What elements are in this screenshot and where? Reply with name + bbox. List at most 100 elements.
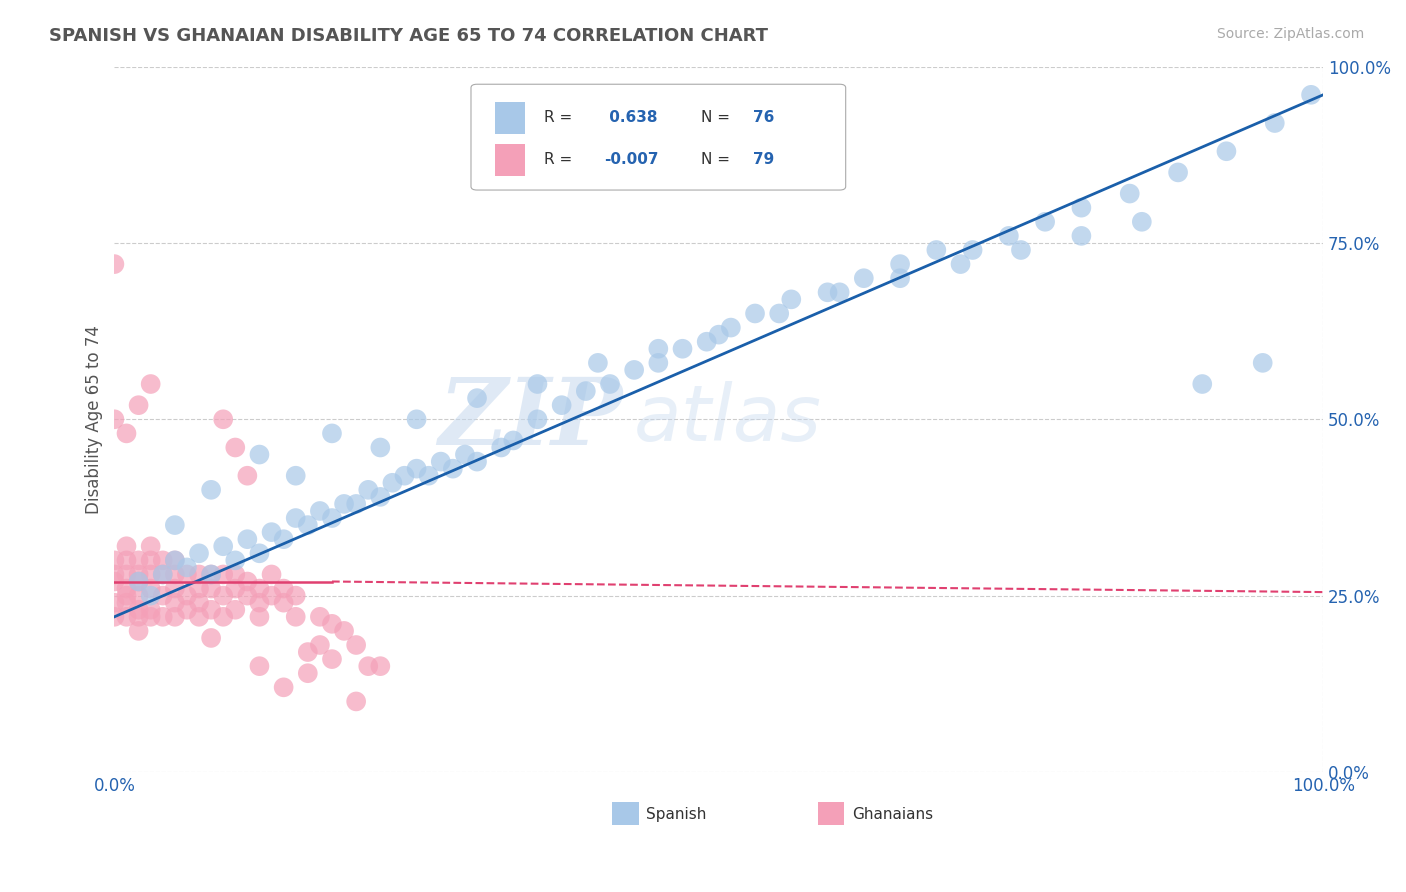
- Point: [128, 574, 150, 589]
- Point: [249, 448, 271, 462]
- Point: [249, 546, 271, 560]
- Point: [671, 342, 693, 356]
- Point: [103, 553, 125, 567]
- Point: [586, 356, 609, 370]
- Point: [333, 624, 356, 638]
- Point: [768, 306, 790, 320]
- Point: [454, 448, 477, 462]
- Point: [236, 589, 259, 603]
- Point: [284, 609, 307, 624]
- Point: [115, 609, 138, 624]
- Point: [489, 441, 512, 455]
- Point: [139, 582, 162, 596]
- Bar: [495, 102, 526, 134]
- Point: [405, 412, 427, 426]
- Point: [139, 589, 162, 603]
- Point: [321, 616, 343, 631]
- Point: [236, 532, 259, 546]
- Point: [1010, 243, 1032, 257]
- Point: [139, 377, 162, 392]
- Point: [647, 342, 669, 356]
- Text: N =: N =: [700, 153, 734, 167]
- Point: [370, 659, 392, 673]
- Point: [502, 434, 524, 448]
- Point: [1167, 165, 1189, 179]
- Point: [212, 539, 235, 553]
- Point: [720, 320, 742, 334]
- Text: Source: ZipAtlas.com: Source: ZipAtlas.com: [1216, 27, 1364, 41]
- Point: [828, 285, 851, 300]
- Point: [852, 271, 875, 285]
- Point: [163, 596, 186, 610]
- Text: 79: 79: [752, 153, 773, 167]
- Point: [128, 567, 150, 582]
- Point: [273, 582, 295, 596]
- Point: [115, 596, 138, 610]
- Point: [163, 567, 186, 582]
- Point: [103, 596, 125, 610]
- Point: [152, 589, 174, 603]
- Point: [465, 391, 488, 405]
- Point: [1299, 87, 1322, 102]
- Point: [309, 609, 332, 624]
- Point: [128, 609, 150, 624]
- Point: [889, 271, 911, 285]
- Point: [139, 553, 162, 567]
- Point: [889, 257, 911, 271]
- Point: [236, 468, 259, 483]
- Point: [128, 603, 150, 617]
- Point: [152, 567, 174, 582]
- Text: 0.638: 0.638: [605, 110, 658, 125]
- Point: [224, 553, 246, 567]
- Point: [115, 426, 138, 441]
- Point: [321, 511, 343, 525]
- Point: [103, 257, 125, 271]
- Point: [260, 525, 283, 540]
- Point: [163, 553, 186, 567]
- Point: [707, 327, 730, 342]
- Text: R =: R =: [544, 110, 576, 125]
- Point: [925, 243, 948, 257]
- Point: [405, 461, 427, 475]
- Point: [1070, 228, 1092, 243]
- Point: [817, 285, 839, 300]
- Point: [188, 546, 211, 560]
- Point: [344, 638, 367, 652]
- Point: [647, 356, 669, 370]
- Point: [163, 518, 186, 533]
- Point: [249, 609, 271, 624]
- Point: [297, 666, 319, 681]
- Point: [128, 574, 150, 589]
- Point: [128, 589, 150, 603]
- Point: [139, 539, 162, 553]
- Point: [284, 589, 307, 603]
- Point: [273, 532, 295, 546]
- Point: [1191, 377, 1213, 392]
- Text: Ghanaians: Ghanaians: [852, 806, 932, 822]
- Point: [103, 609, 125, 624]
- Point: [188, 596, 211, 610]
- Point: [394, 468, 416, 483]
- Point: [744, 306, 766, 320]
- Point: [1251, 356, 1274, 370]
- Point: [103, 574, 125, 589]
- Point: [103, 412, 125, 426]
- Point: [128, 624, 150, 638]
- Bar: [818, 802, 845, 825]
- Point: [200, 582, 222, 596]
- Point: [163, 582, 186, 596]
- Point: [696, 334, 718, 349]
- Point: [152, 553, 174, 567]
- Point: [357, 659, 380, 673]
- Point: [333, 497, 356, 511]
- Point: [1070, 201, 1092, 215]
- Point: [212, 589, 235, 603]
- Point: [321, 652, 343, 666]
- Point: [344, 497, 367, 511]
- Point: [575, 384, 598, 398]
- Point: [115, 589, 138, 603]
- Point: [115, 539, 138, 553]
- Point: [212, 609, 235, 624]
- Point: [115, 553, 138, 567]
- Point: [526, 377, 548, 392]
